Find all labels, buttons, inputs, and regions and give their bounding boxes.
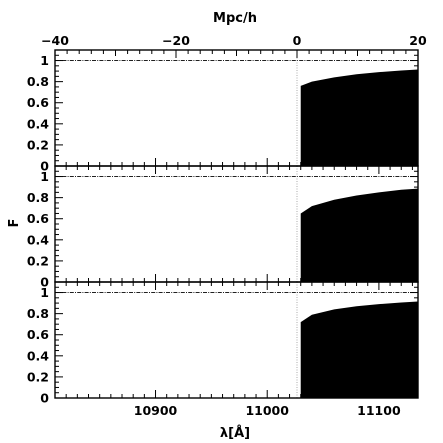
x-tick-label: 11000 bbox=[245, 403, 289, 418]
flux-area-panel-1 bbox=[300, 69, 418, 166]
panels-layer bbox=[55, 50, 418, 398]
y-tick-label: 0.2 bbox=[27, 137, 49, 152]
y-tick-label: 1 bbox=[40, 169, 49, 184]
x-axis-title: λ[Å] bbox=[220, 425, 250, 441]
y-tick-label: 0.2 bbox=[27, 369, 49, 384]
x-tick-label: 10900 bbox=[134, 403, 178, 418]
y-tick-label: 0 bbox=[40, 275, 49, 290]
flux-area-panel-3 bbox=[300, 301, 418, 398]
y-tick-label: 0 bbox=[40, 159, 49, 174]
y-tick-label: 0.6 bbox=[27, 211, 49, 226]
top-tick-label: −40 bbox=[41, 33, 69, 48]
top-tick-label: 20 bbox=[409, 33, 427, 48]
y-tick-label: 0.4 bbox=[27, 116, 49, 131]
y-tick-label: 0 bbox=[40, 391, 49, 406]
y-tick-label: 1 bbox=[40, 285, 49, 300]
x-tick-label: 11100 bbox=[357, 403, 401, 418]
y-tick-label: 0.8 bbox=[27, 306, 49, 321]
top-tick-label: −20 bbox=[162, 33, 190, 48]
flux-area-panel-2 bbox=[300, 188, 418, 282]
top-tick-label: 0 bbox=[293, 33, 302, 48]
top-axis-title: Mpc/h bbox=[213, 11, 257, 26]
y-tick-label: 0.8 bbox=[27, 74, 49, 89]
y-tick-label: 0.8 bbox=[27, 190, 49, 205]
y-axis-title: F bbox=[7, 219, 22, 228]
axes-layer: 00.20.40.60.8100.20.40.60.8100.20.40.60.… bbox=[27, 33, 427, 418]
y-tick-label: 0.6 bbox=[27, 95, 49, 110]
y-tick-label: 0.4 bbox=[27, 232, 49, 247]
y-tick-label: 0.2 bbox=[27, 253, 49, 268]
y-tick-label: 0.4 bbox=[27, 348, 49, 363]
y-tick-label: 1 bbox=[40, 53, 49, 68]
y-tick-label: 0.6 bbox=[27, 327, 49, 342]
